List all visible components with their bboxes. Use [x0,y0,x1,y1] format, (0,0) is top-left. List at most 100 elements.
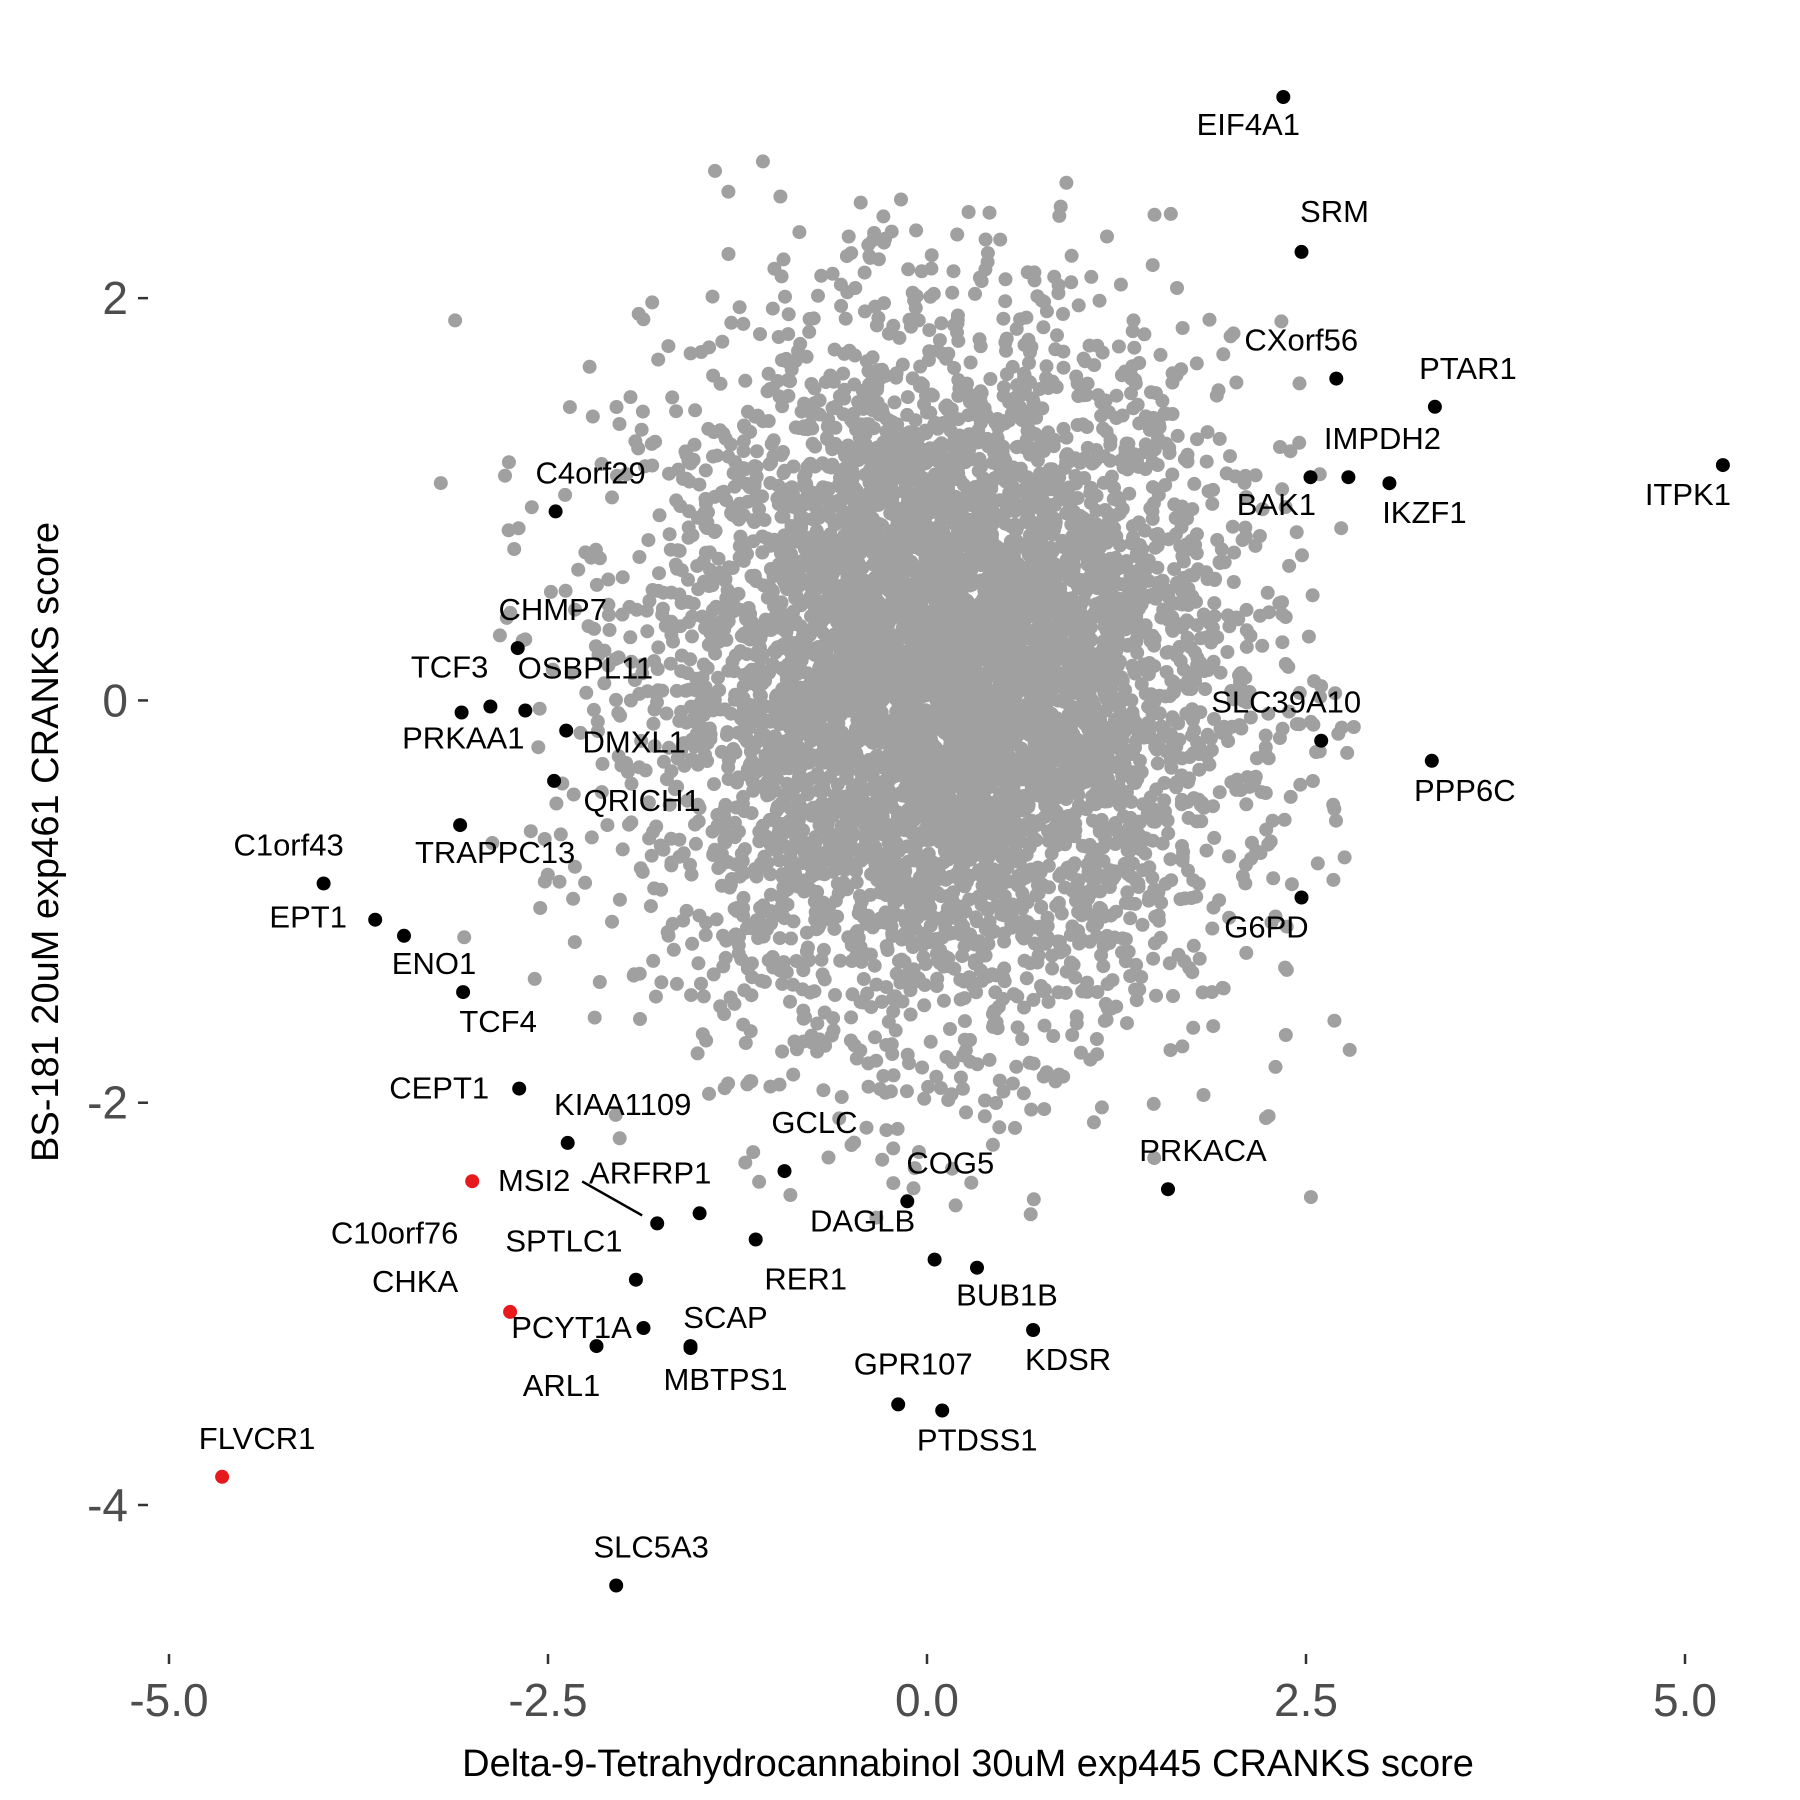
background-gene-point [982,1052,997,1067]
background-gene-point [1041,994,1056,1009]
background-gene-point [803,641,818,656]
background-gene-point [1134,765,1149,779]
background-gene-point [948,1198,963,1213]
background-gene-point [1005,1076,1020,1091]
background-gene-point [1069,1016,1084,1031]
background-gene-point [1192,736,1207,751]
background-points-group [433,154,1361,1225]
background-gene-point [1212,785,1227,800]
background-gene-point [608,652,623,667]
background-gene-point [807,381,822,396]
background-gene-point [987,1004,1002,1019]
background-gene-point [964,1175,979,1190]
background-gene-point [631,306,646,321]
background-gene-point [1089,1032,1104,1046]
background-gene-point [1167,497,1182,512]
background-gene-point [1145,480,1160,495]
background-gene-point [752,1174,767,1189]
background-gene-point [716,928,730,943]
background-gene-point [1068,970,1083,985]
background-gene-point [733,644,748,659]
background-gene-point [868,299,883,314]
background-gene-point [752,502,767,517]
background-gene-point [685,752,700,767]
background-gene-point [961,408,976,423]
background-gene-point [961,205,976,219]
background-gene-point [1161,826,1176,841]
background-gene-point [837,391,852,406]
background-gene-point [852,888,867,903]
background-gene-point [881,1014,896,1029]
background-gene-point [874,994,889,1009]
background-gene-point [890,1121,905,1136]
background-gene-point [1342,1042,1357,1057]
background-gene-point [1303,1190,1318,1205]
background-gene-point [786,977,800,992]
background-gene-point [533,901,548,915]
background-gene-point [1174,797,1189,812]
background-gene-point [844,1010,859,1025]
background-gene-point [801,694,816,709]
background-gene-point [670,543,685,558]
background-gene-point [909,223,924,238]
background-gene-point [698,491,713,506]
background-gene-point [1205,921,1220,936]
background-gene-point [648,434,663,449]
background-gene-point [1026,1056,1041,1071]
background-gene-point [605,490,619,505]
background-gene-point [978,232,993,247]
background-gene-point [1152,706,1167,721]
background-gene-point [645,295,660,310]
background-gene-point [705,578,720,593]
background-gene-point [1158,689,1173,704]
background-gene-point [1157,793,1172,808]
background-gene-point [728,745,743,760]
background-gene-point [668,782,682,797]
background-gene-point [652,508,667,523]
background-gene-point [1061,495,1076,510]
background-gene-point [633,1012,647,1026]
background-gene-point [928,521,943,536]
background-gene-point [1027,265,1042,280]
background-gene-point [1239,602,1254,617]
background-gene-point [875,1152,890,1167]
background-gene-point [819,647,834,662]
background-gene-point [1205,496,1220,511]
background-gene-point [838,311,853,326]
background-gene-point [1026,992,1041,1007]
background-gene-point [1094,395,1109,410]
background-gene-point [1038,608,1053,623]
background-gene-point [751,698,766,713]
background-gene-point [666,634,680,649]
background-gene-point [654,975,669,990]
background-gene-point [1125,324,1140,339]
background-gene-point [1041,425,1056,440]
background-gene-point [660,615,675,629]
background-gene-point [947,361,962,375]
background-gene-point [843,1033,858,1048]
background-gene-point [1158,478,1173,492]
background-gene-point [792,225,807,240]
background-gene-point [1166,989,1180,1003]
background-gene-point [1056,360,1071,375]
background-gene-point [620,764,635,779]
background-gene-point [1282,704,1296,719]
background-gene-point [669,404,684,419]
background-gene-point [959,1105,973,1120]
background-gene-point [1191,876,1206,891]
background-gene-point [1100,229,1114,244]
background-gene-point [1118,932,1133,947]
background-gene-point [669,683,684,698]
background-gene-point [1018,497,1033,512]
background-gene-point [757,974,772,989]
background-gene-point [949,466,964,480]
background-gene-point [834,727,849,742]
background-gene-point [1026,1192,1041,1207]
background-gene-point [803,456,818,471]
background-gene-point [1261,706,1276,721]
background-gene-point [736,444,751,458]
background-gene-point [690,559,705,573]
background-gene-point [1084,269,1099,284]
background-gene-point [1090,1047,1105,1062]
background-gene-point [738,373,753,388]
